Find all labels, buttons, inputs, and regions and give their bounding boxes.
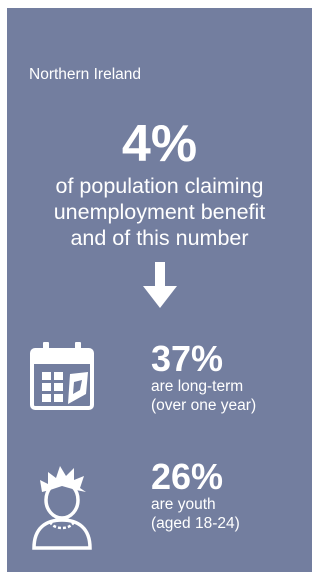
region-label: Northern Ireland	[29, 66, 142, 83]
infographic-card: Northern Ireland 4% of population claimi…	[7, 8, 312, 572]
youth-stat: 26% are youth (aged 18-24)	[151, 459, 240, 533]
long-term-label: are long-term	[151, 378, 244, 395]
youth-label: are youth	[151, 496, 216, 513]
young-person-icon	[32, 466, 92, 550]
headline-line: of population claiming	[55, 174, 264, 198]
youth-percentage: 26%	[151, 456, 224, 497]
long-term-stat: 37% are long-term (over one year)	[151, 341, 256, 415]
headline-line: unemployment benefit	[53, 200, 266, 224]
long-term-qualifier: (over one year)	[151, 397, 257, 414]
headline-description: of population claiming unemployment bene…	[7, 173, 312, 251]
down-arrow-icon	[143, 262, 177, 308]
headline-percentage: 4%	[121, 115, 198, 173]
youth-qualifier: (aged 18-24)	[151, 515, 240, 532]
headline-line: and of this number	[70, 226, 249, 250]
calendar-icon	[30, 342, 94, 410]
long-term-percentage: 37%	[151, 338, 224, 379]
